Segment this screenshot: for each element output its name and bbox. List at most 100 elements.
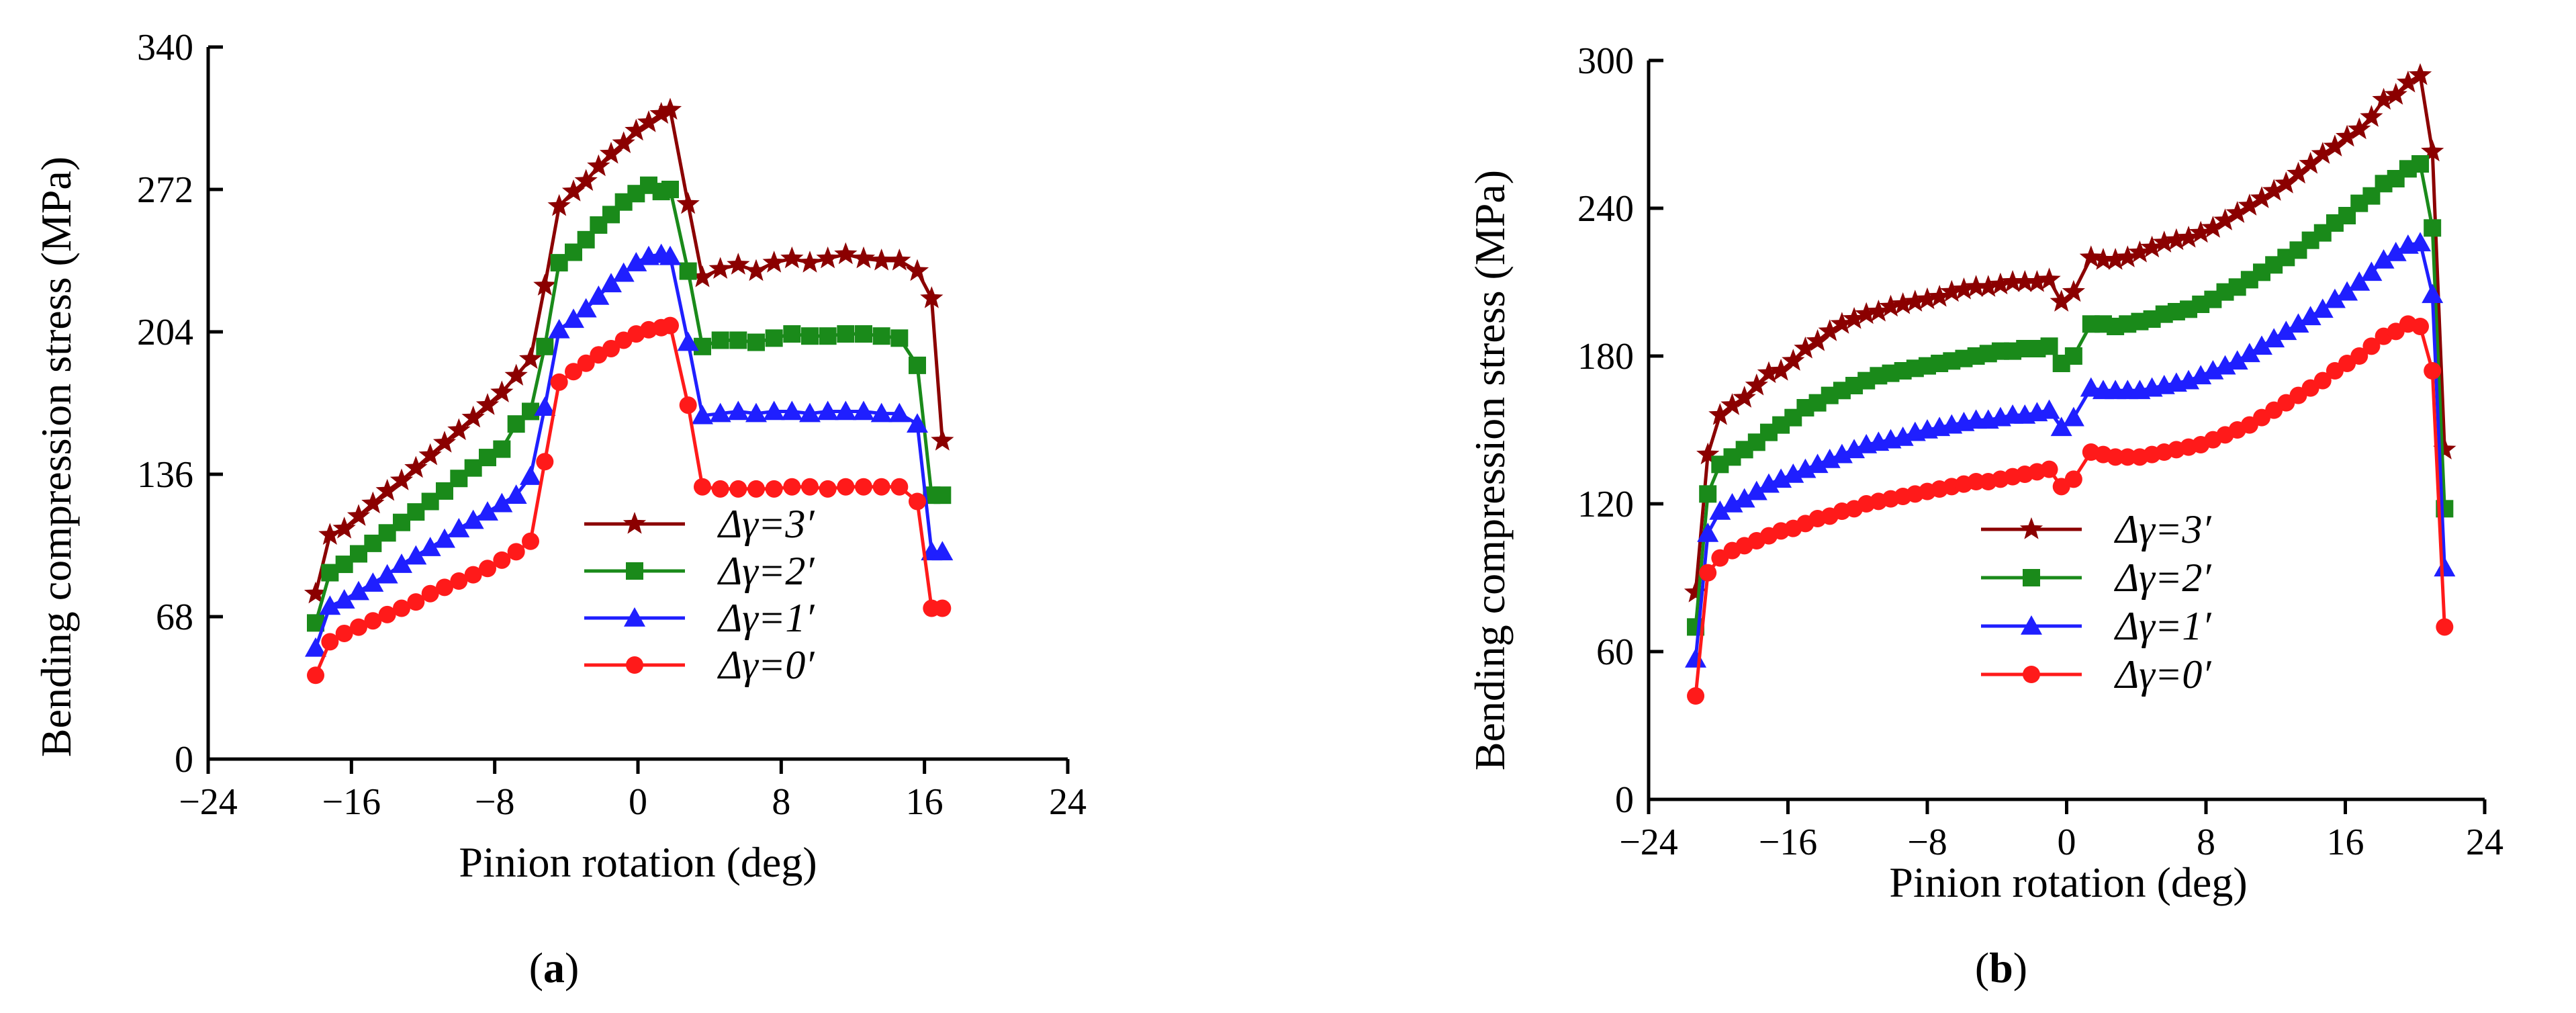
legend-item-a-0: Δγ=3′ xyxy=(584,502,815,546)
data-point-a-2 xyxy=(348,580,369,601)
series-group-b xyxy=(1684,63,2456,705)
data-point-a-3 xyxy=(507,543,525,561)
data-point-a-0 xyxy=(561,179,586,202)
data-point-a-0 xyxy=(347,504,371,526)
data-point-b-0 xyxy=(2201,216,2225,238)
x-tick-label-b: 24 xyxy=(2466,822,2503,863)
data-point-a-0 xyxy=(304,581,328,604)
data-point-a-0 xyxy=(332,517,356,539)
data-point-b-0 xyxy=(1708,403,1732,425)
data-point-b-0 xyxy=(2116,245,2140,267)
data-point-b-2 xyxy=(2385,242,2407,261)
data-point-a-0 xyxy=(318,523,342,545)
data-point-a-0 xyxy=(649,101,673,124)
data-point-b-0 xyxy=(2189,220,2213,243)
data-point-a-3 xyxy=(711,480,729,498)
data-point-b-0 xyxy=(2140,235,2164,258)
data-point-a-2 xyxy=(575,298,597,318)
y-tick-label-b: 0 xyxy=(1615,779,1634,821)
data-point-b-2 xyxy=(1721,493,1743,513)
data-point-a-2 xyxy=(817,400,839,421)
data-point-b-2 xyxy=(2080,377,2102,397)
y-tick-label-a: 272 xyxy=(137,169,193,211)
data-point-a-2 xyxy=(870,402,892,423)
data-point-a-2 xyxy=(588,285,610,305)
data-point-a-3 xyxy=(407,593,425,611)
data-point-b-2 xyxy=(2434,557,2456,577)
data-point-a-3 xyxy=(855,478,872,496)
series-b-1 xyxy=(1687,155,2454,636)
data-point-a-2 xyxy=(563,308,584,328)
data-point-b-0 xyxy=(1794,337,1817,359)
data-point-b-2 xyxy=(2324,288,2346,308)
x-tick-label-a: 8 xyxy=(772,781,790,823)
data-point-a-3 xyxy=(661,316,679,335)
data-point-b-2 xyxy=(2422,283,2444,304)
legend-label-a-0: Δγ=3′ xyxy=(717,502,815,546)
legend-label-b-0: Δγ=3′ xyxy=(2114,507,2211,552)
data-point-a-0 xyxy=(658,97,682,120)
caption-a-close: ) xyxy=(565,944,579,992)
legend-marker-b-1 xyxy=(2023,569,2040,586)
data-point-b-0 xyxy=(2360,105,2383,127)
data-point-b-2 xyxy=(2409,232,2432,252)
data-point-a-0 xyxy=(637,110,661,132)
y-axis-title-b: Bending compression stress (MPa) xyxy=(1466,170,1514,770)
x-tick-label-b: −16 xyxy=(1759,822,1818,863)
data-point-a-3 xyxy=(464,566,482,584)
x-tick-label-a: 16 xyxy=(906,781,944,823)
legend-item-a-1: Δγ=2′ xyxy=(584,549,815,593)
data-point-b-0 xyxy=(1818,319,1841,341)
data-point-b-0 xyxy=(1867,300,1890,322)
series-line-a-2 xyxy=(314,253,943,649)
x-tick-label-a: 0 xyxy=(629,781,647,823)
x-tick-label-b: 8 xyxy=(2197,822,2215,863)
legend-item-b-3: Δγ=0′ xyxy=(1981,652,2211,697)
data-point-b-0 xyxy=(1940,279,1964,302)
data-point-a-1 xyxy=(661,181,679,198)
data-point-a-0 xyxy=(389,468,414,490)
series-group-a xyxy=(304,97,954,685)
series-a-3 xyxy=(307,316,952,685)
y-tick-label-a: 0 xyxy=(175,739,193,781)
data-point-b-0 xyxy=(1745,373,1768,396)
data-point-a-3 xyxy=(909,492,926,511)
x-tick-label-a: 24 xyxy=(1049,781,1087,823)
data-point-a-3 xyxy=(837,478,855,496)
data-point-a-2 xyxy=(727,400,749,421)
data-point-b-0 xyxy=(1976,275,2000,297)
data-point-a-2 xyxy=(520,466,541,485)
data-point-b-2 xyxy=(1806,453,1829,474)
data-point-b-0 xyxy=(2091,248,2115,270)
legend-b: Δγ=3′Δγ=2′Δγ=1′Δγ=0′ xyxy=(1981,507,2211,697)
data-point-a-0 xyxy=(690,265,715,288)
data-point-a-3 xyxy=(783,478,801,496)
data-point-b-0 xyxy=(2384,83,2407,105)
data-point-a-3 xyxy=(321,633,339,651)
data-point-a-1 xyxy=(855,325,872,343)
y-tick-label-b: 120 xyxy=(1577,484,1634,525)
data-point-b-0 xyxy=(1928,285,1951,307)
legend-label-b-2: Δγ=1′ xyxy=(2114,604,2211,648)
data-point-b-3 xyxy=(2350,347,2368,365)
data-point-a-1 xyxy=(933,486,952,504)
data-point-a-3 xyxy=(890,478,909,496)
data-point-a-0 xyxy=(920,286,944,308)
caption-b-letter: b xyxy=(1989,944,2013,992)
data-point-a-0 xyxy=(870,249,893,271)
data-point-a-0 xyxy=(905,259,929,281)
y-tick-label-b: 300 xyxy=(1577,40,1634,82)
data-point-b-3 xyxy=(2313,371,2332,390)
data-point-b-3 xyxy=(2424,362,2442,380)
data-point-a-1 xyxy=(747,333,765,351)
data-point-b-0 xyxy=(1757,361,1781,384)
data-point-b-2 xyxy=(2178,369,2200,390)
data-point-a-1 xyxy=(711,331,729,349)
data-point-a-0 xyxy=(625,118,648,141)
data-point-b-0 xyxy=(2396,71,2420,93)
data-point-a-2 xyxy=(600,273,622,293)
legend-item-a-3: Δγ=0′ xyxy=(584,643,815,687)
legend-marker-b-3 xyxy=(2023,666,2040,683)
data-point-a-0 xyxy=(708,257,732,279)
